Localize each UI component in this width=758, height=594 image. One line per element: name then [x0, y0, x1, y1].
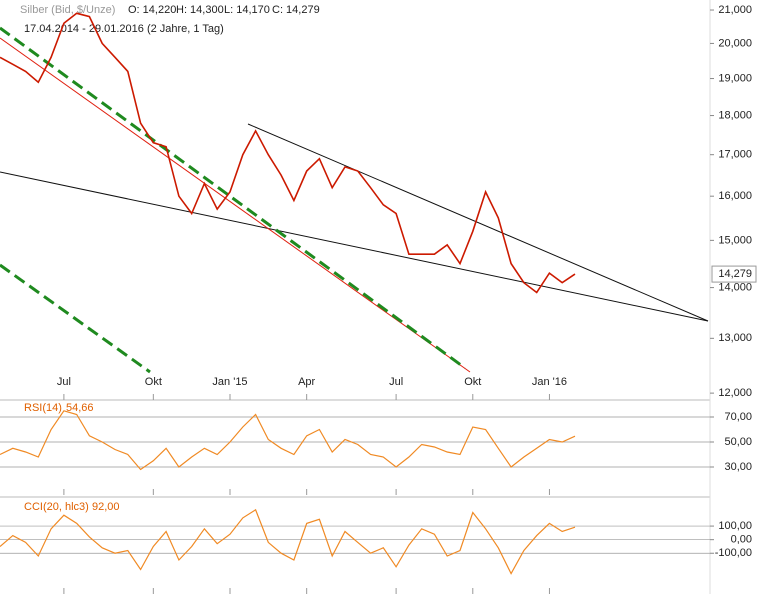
y-tick-label: 15,000 — [718, 234, 752, 246]
cci-last: 92,00 — [92, 501, 120, 513]
trend-line — [0, 263, 151, 374]
x-tick-label: Okt — [145, 376, 162, 388]
rsi-last: 54,66 — [66, 402, 94, 414]
x-tick-label: Jul — [389, 376, 403, 388]
rsi-title: RSI(14) — [24, 402, 62, 414]
y-tick-label: 18,000 — [718, 109, 752, 121]
y-tick-label: 19,000 — [718, 72, 752, 84]
header-stat: L: 14,170 — [224, 4, 270, 16]
trend-line — [247, 123, 709, 322]
header-stat: H: 14,300 — [176, 4, 224, 16]
x-tick-label: Jul — [57, 376, 71, 388]
x-tick-label: Apr — [298, 376, 315, 388]
y-tick-label: 20,000 — [718, 37, 752, 49]
y-tick-label: 50,00 — [724, 436, 752, 448]
y-tick-label: 17,000 — [718, 149, 752, 161]
line-series — [0, 12, 576, 294]
header-stat: C: 14,279 — [272, 4, 320, 16]
header-stat: O: 14,220 — [128, 4, 176, 16]
trend-line — [0, 37, 471, 373]
y-tick-label: 70,00 — [724, 411, 752, 423]
y-tick-label: 13,000 — [718, 332, 752, 344]
last-value-box — [711, 265, 757, 283]
line-series — [0, 508, 576, 575]
x-tick-label: Jan '16 — [532, 376, 567, 388]
date-range: 17.04.2014 - 29.01.2016 (2 Jahre, 1 Tag) — [24, 23, 224, 35]
y-tick-label: 12,000 — [718, 387, 752, 399]
x-tick-label: Jan '15 — [212, 376, 247, 388]
trend-line — [0, 171, 709, 322]
y-tick-label: 16,000 — [718, 190, 752, 202]
y-tick-label: 30,00 — [724, 461, 752, 473]
last-value-label: 14,279 — [718, 268, 752, 280]
cci-title: CCI(20, hlc3) — [24, 501, 89, 513]
y-tick-label: 0,00 — [731, 534, 752, 546]
line-series — [0, 410, 576, 471]
trend-line — [0, 26, 466, 370]
y-tick-label: -100,00 — [715, 547, 752, 559]
y-tick-label: 14,000 — [718, 282, 752, 294]
x-tick-label: Okt — [464, 376, 481, 388]
y-tick-label: 21,000 — [718, 4, 752, 16]
y-tick-label: 100,00 — [718, 520, 752, 532]
instrument-title: Silber (Bid, $/Unze) — [20, 4, 115, 16]
